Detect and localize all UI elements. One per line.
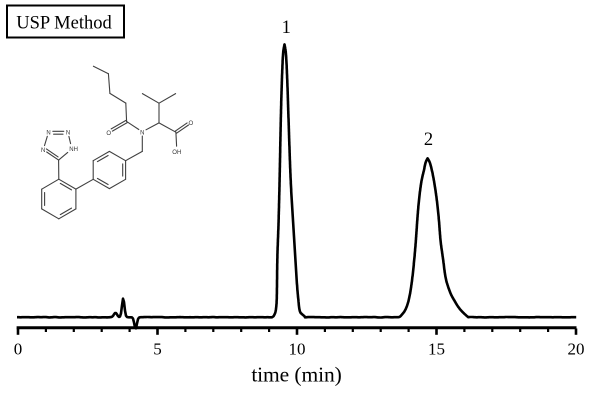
svg-text:15: 15: [428, 340, 445, 359]
svg-text:5: 5: [153, 340, 162, 359]
svg-text:N: N: [140, 131, 144, 137]
svg-text:N: N: [46, 131, 50, 137]
svg-text:time (min): time (min): [251, 363, 341, 387]
svg-text:OH: OH: [172, 150, 181, 156]
svg-text:NH: NH: [69, 147, 78, 153]
svg-text:2: 2: [424, 130, 433, 150]
svg-text:O: O: [188, 121, 193, 127]
svg-text:20: 20: [568, 340, 585, 359]
svg-text:USP Method: USP Method: [16, 14, 112, 34]
svg-text:N: N: [66, 131, 70, 137]
svg-text:0: 0: [14, 340, 23, 359]
svg-text:10: 10: [289, 340, 306, 359]
svg-text:N: N: [41, 148, 45, 154]
svg-text:O: O: [106, 131, 111, 137]
svg-text:1: 1: [282, 18, 291, 38]
